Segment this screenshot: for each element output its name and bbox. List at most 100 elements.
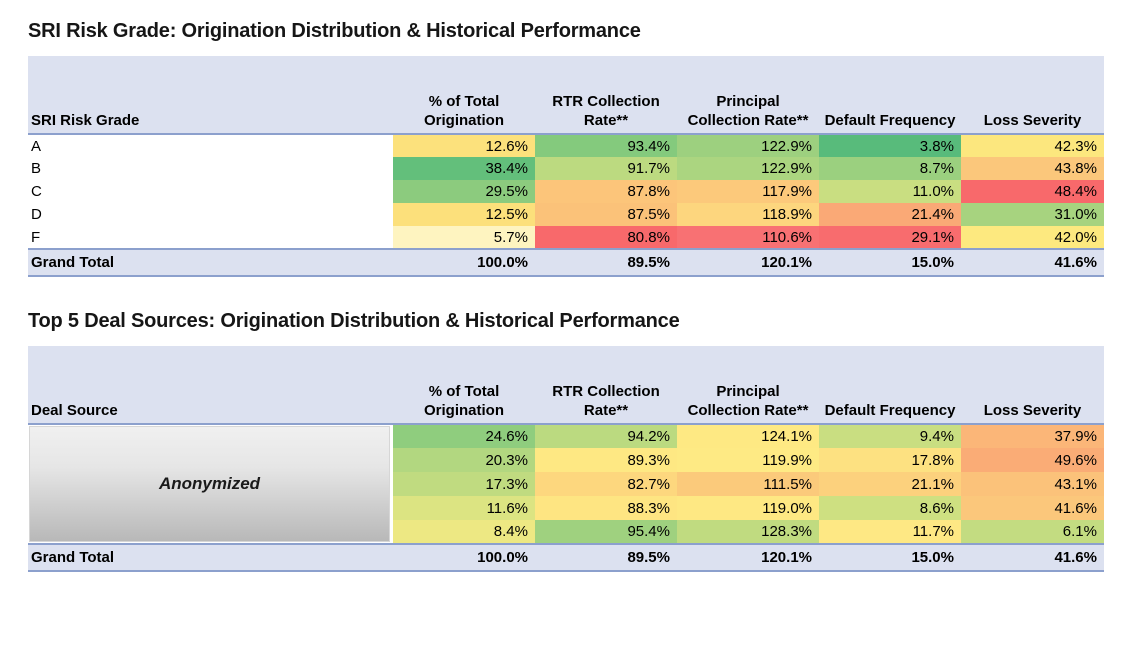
table-row: 11.6% 88.3% 119.0% 8.6% 41.6% [28,496,1104,520]
grand-total-value: 15.0% [819,248,961,277]
value-cell: 17.8% [819,448,961,472]
value-cell: 20.3% [393,448,535,472]
value-cell: 11.0% [819,180,961,203]
value-cell: 89.3% [535,448,677,472]
value-cell: 11.7% [819,520,961,544]
value-cell: 80.8% [535,226,677,249]
column-header: Loss Severity [961,56,1104,134]
value-cell: 8.6% [819,496,961,520]
value-cell: 37.9% [961,424,1104,448]
column-header: Default Frequency [819,56,961,134]
value-cell: 95.4% [535,520,677,544]
value-cell: 29.1% [819,226,961,249]
header-row: SRI Risk Grade% of Total Origination RTR … [28,56,1104,134]
value-cell: 110.6% [677,226,819,249]
row-label: A [28,134,393,157]
report-page: SRI Risk Grade: Origination Distribution… [28,20,1104,572]
table-row: Anonymized 24.6% 94.2% 124.1% 9.4% 37.9% [28,424,1104,544]
table-row: 20.3% 89.3% 119.9% 17.8% 49.6% [28,448,1104,472]
value-cell: 38.4% [393,157,535,180]
grand-total-value: 120.1% [677,543,819,572]
table-row: 17.3% 82.7% 111.5% 21.1% 43.1% [28,472,1104,496]
value-cell: 8.4% [393,520,535,544]
value-cell: 42.0% [961,226,1104,249]
value-cell: 93.4% [535,134,677,157]
value-cell: 124.1% [677,424,819,448]
grand-total-value: 89.5% [535,248,677,277]
value-cell: 3.8% [819,134,961,157]
value-cell: 21.1% [819,472,961,496]
value-cell: 87.5% [535,203,677,226]
value-cell: 128.3% [677,520,819,544]
value-cell: 119.9% [677,448,819,472]
column-header: Default Frequency [819,346,961,424]
value-cell: 111.5% [677,472,819,496]
value-cell: 31.0% [961,203,1104,226]
first-column-header: SRI Risk Grade [28,56,393,134]
grand-total-row: Grand Total 100.0% 89.5% 120.1% 15.0% 41.6% [28,543,1104,572]
table-row: F 5.7% 80.8% 110.6% 29.1% 42.0% [28,226,1104,249]
row-label: D [28,203,393,226]
grand-total-value: 100.0% [393,248,535,277]
value-cell: 11.6% [393,496,535,520]
value-cell: 6.1% [961,520,1104,544]
column-header: RTR Collection Rate** [535,56,677,134]
value-cell: 94.2% [535,424,677,448]
row-label: F [28,226,393,249]
table-row: B 38.4% 91.7% 122.9% 8.7% 43.8% [28,157,1104,180]
grand-total-value: 89.5% [535,543,677,572]
value-cell: 119.0% [677,496,819,520]
value-cell: 21.4% [819,203,961,226]
table-row: C 29.5% 87.8% 117.9% 11.0% 48.4% [28,180,1104,203]
column-header: Loss Severity [961,346,1104,424]
value-cell: 8.7% [819,157,961,180]
column-header: Principal Collection Rate** [677,346,819,424]
anonymized-box: Anonymized [29,426,390,542]
value-cell: 43.8% [961,157,1104,180]
value-cell: 29.5% [393,180,535,203]
row-label: B [28,157,393,180]
table-row: 8.4% 95.4% 128.3% 11.7% 6.1% [28,520,1104,544]
deal-sources-table: Deal Source% of Total Origination RTR Col… [28,346,1104,572]
anonymized-cell: Anonymized [28,424,393,544]
table-row: A 12.6% 93.4% 122.9% 3.8% 42.3% [28,134,1104,157]
value-cell: 88.3% [535,496,677,520]
grand-total-value: 41.6% [961,543,1104,572]
value-cell: 9.4% [819,424,961,448]
column-header: RTR Collection Rate** [535,346,677,424]
grand-total-value: 100.0% [393,543,535,572]
row-label: C [28,180,393,203]
value-cell: 49.6% [961,448,1104,472]
value-cell: 12.5% [393,203,535,226]
value-cell: 43.1% [961,472,1104,496]
column-header: % of Total Origination [393,56,535,134]
column-header: % of Total Origination [393,346,535,424]
grand-total-row: Grand Total 100.0% 89.5% 120.1% 15.0% 41.6% [28,248,1104,277]
value-cell: 5.7% [393,226,535,249]
value-cell: 87.8% [535,180,677,203]
first-column-header: Deal Source [28,346,393,424]
sri-risk-grade-table: SRI Risk Grade% of Total Origination RTR … [28,56,1104,277]
grand-total-value: 15.0% [819,543,961,572]
value-cell: 41.6% [961,496,1104,520]
deal-sources-title: Top 5 Deal Sources: Origination Distribu… [28,310,680,332]
sri-risk-grade-title: SRI Risk Grade: Origination Distribution… [28,20,641,42]
value-cell: 118.9% [677,203,819,226]
value-cell: 117.9% [677,180,819,203]
value-cell: 48.4% [961,180,1104,203]
value-cell: 122.9% [677,134,819,157]
grand-total-label: Grand Total [28,543,393,572]
value-cell: 24.6% [393,424,535,448]
value-cell: 42.3% [961,134,1104,157]
value-cell: 82.7% [535,472,677,496]
header-row: Deal Source% of Total Origination RTR Col… [28,346,1104,424]
value-cell: 122.9% [677,157,819,180]
table-row: D 12.5% 87.5% 118.9% 21.4% 31.0% [28,203,1104,226]
grand-total-label: Grand Total [28,248,393,277]
value-cell: 91.7% [535,157,677,180]
value-cell: 12.6% [393,134,535,157]
grand-total-value: 120.1% [677,248,819,277]
value-cell: 17.3% [393,472,535,496]
grand-total-value: 41.6% [961,248,1104,277]
column-header: Principal Collection Rate** [677,56,819,134]
